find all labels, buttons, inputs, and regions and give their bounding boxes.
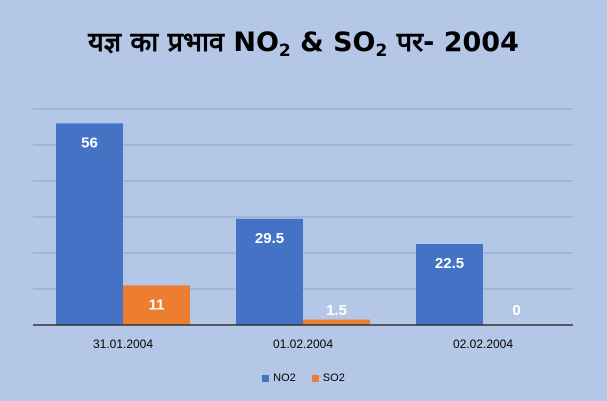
bar-so2-1 [303,319,370,325]
bar-no2-1 [236,218,303,325]
legend-label-so2: SO2 [322,372,345,384]
x-tick-label-2: 02.02.2004 [453,337,513,351]
title-subscript-1: 2 [278,41,291,61]
legend-swatch-no2 [262,374,270,382]
bar-no2-2 [416,244,483,325]
chart-title: यज्ञ का प्रभाव NO2 & SO2 पर- 2004 [0,22,607,61]
data-label-no2-0: 56 [81,134,98,151]
title-part-1: यज्ञ का प्रभाव NO [88,27,279,58]
bar-so2-0 [123,285,190,325]
data-label-so2-1: 1.5 [326,302,347,319]
title-part-3: पर- 2004 [387,27,519,58]
title-subscript-2: 2 [375,41,388,61]
legend-item-so2: SO2 [311,372,345,384]
data-label-so2-0: 11 [149,296,165,313]
legend-label-no2: NO2 [273,372,296,384]
title-part-2: & SO [290,27,376,58]
x-tick-label-0: 31.01.2004 [93,337,153,351]
bar-no2-0 [56,123,123,326]
data-label-no2-1: 29.5 [255,230,284,247]
data-label-no2-2: 22.5 [435,255,464,272]
x-tick-label-1: 01.02.2004 [273,337,333,351]
legend: NO2 SO2 [0,372,607,384]
data-label-so2-2: 0 [512,302,520,319]
legend-item-no2: NO2 [262,372,296,384]
legend-swatch-so2 [311,374,319,382]
